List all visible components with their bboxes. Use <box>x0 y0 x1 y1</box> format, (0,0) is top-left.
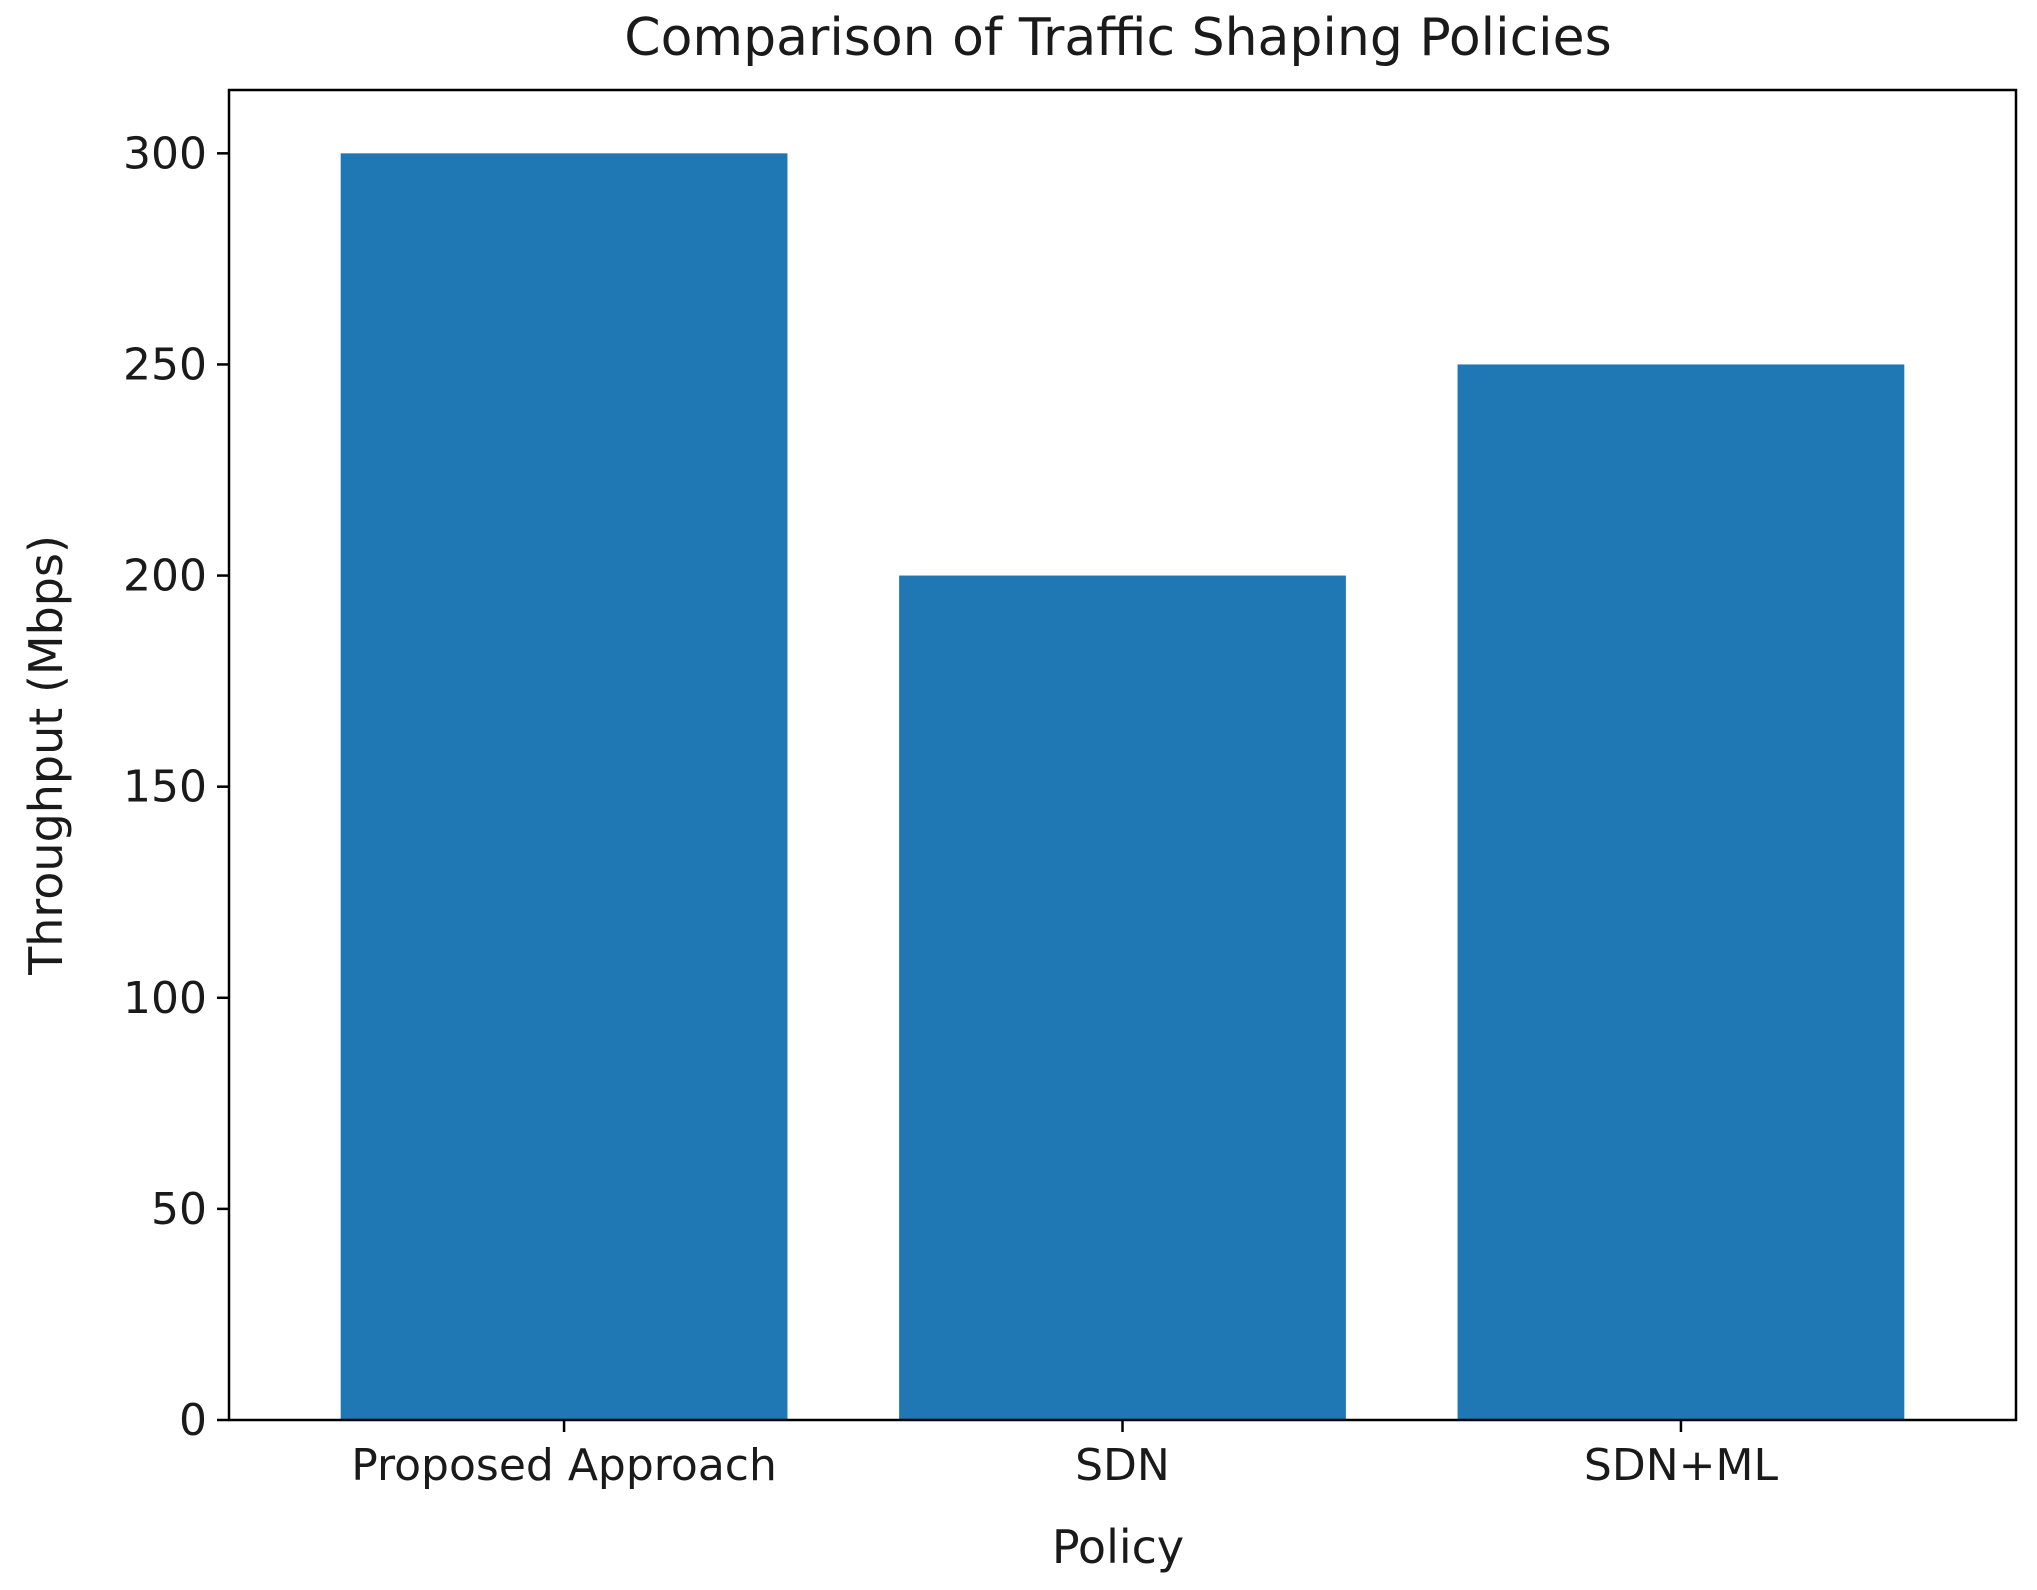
bar <box>899 575 1346 1420</box>
chart-title: Comparison of Traffic Shaping Policies <box>624 8 1611 68</box>
y-tick-label: 300 <box>123 128 207 179</box>
y-axis-label: Throughput (Mbps) <box>19 535 73 976</box>
y-tick-label: 200 <box>123 551 207 602</box>
x-axis-label: Policy <box>1052 1520 1184 1574</box>
y-tick-label: 50 <box>151 1184 207 1235</box>
x-axis: Proposed Approach SDN SDN+ML <box>351 1420 1778 1491</box>
x-tick-label: Proposed Approach <box>351 1440 777 1491</box>
bar <box>1457 364 1905 1420</box>
y-tick-label: 0 <box>179 1395 207 1446</box>
bar <box>340 153 788 1420</box>
x-tick-label: SDN+ML <box>1584 1440 1779 1491</box>
y-tick-label: 150 <box>123 762 207 813</box>
bars-group <box>340 153 1905 1420</box>
x-tick-label: SDN <box>1075 1440 1170 1491</box>
y-tick-label: 250 <box>123 339 207 390</box>
y-tick-label: 100 <box>123 973 207 1024</box>
y-axis: 0 50 100 150 200 250 300 <box>123 128 229 1446</box>
